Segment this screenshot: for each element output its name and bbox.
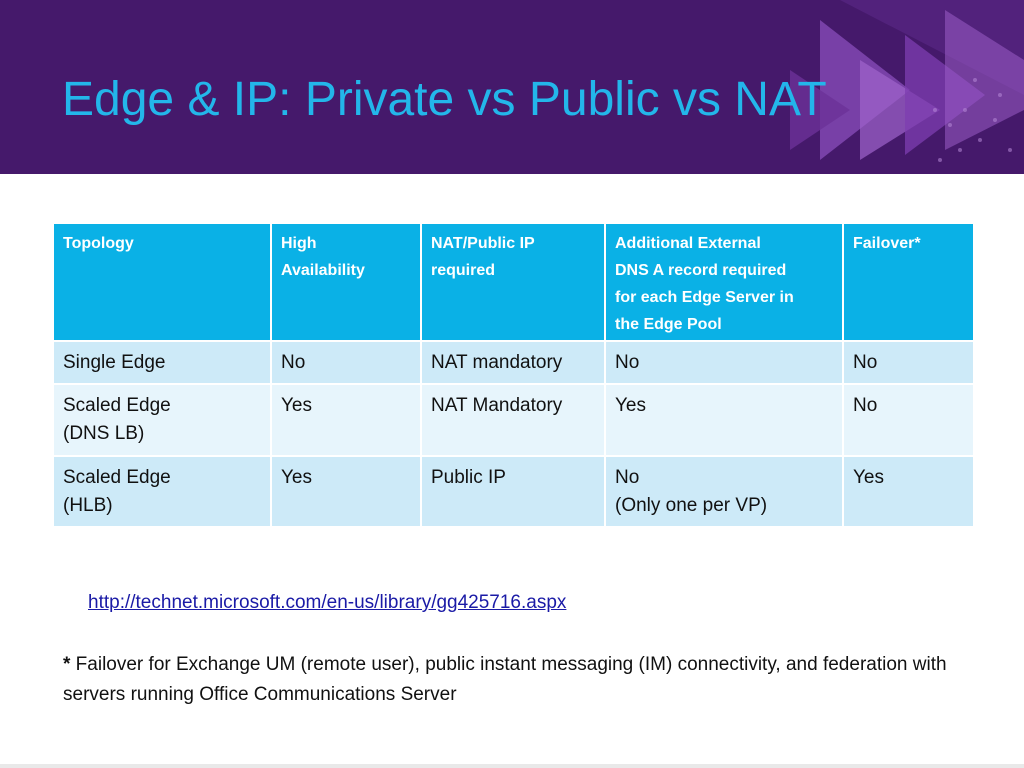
table-header-row: Topology High Availability NAT/Public IP… [52, 222, 975, 342]
table-cell: No [842, 340, 975, 385]
header-dns-a-record: Additional External DNS A record require… [604, 222, 844, 342]
table-cell: Single Edge [52, 340, 272, 385]
table-cell: No [842, 383, 975, 457]
header-high-availability: High Availability [270, 222, 422, 342]
table-cell: NAT mandatory [420, 340, 606, 385]
title-banner: Edge & IP: Private vs Public vs NAT [0, 0, 1024, 174]
slide-title: Edge & IP: Private vs Public vs NAT [62, 73, 827, 126]
table-row: Scaled Edge (HLB) Yes Public IP No (Only… [52, 455, 975, 528]
technet-reference-link[interactable]: http://technet.microsoft.com/en-us/libra… [88, 592, 567, 613]
table-cell: Yes [842, 455, 975, 528]
table-cell: Scaled Edge (DNS LB) [52, 383, 272, 457]
failover-footnote: * Failover for Exchange UM (remote user)… [63, 650, 983, 710]
table-cell: No [604, 340, 844, 385]
topology-table: Topology High Availability NAT/Public IP… [52, 222, 975, 528]
triangle-play-decoration [780, 0, 1024, 162]
table-row: Single Edge No NAT mandatory No No [52, 340, 975, 385]
footnote-marker: * [63, 654, 71, 675]
header-failover: Failover* [842, 222, 975, 342]
bottom-divider [0, 764, 1024, 768]
table-cell: Public IP [420, 455, 606, 528]
table-cell: No (Only one per VP) [604, 455, 844, 528]
table-row: Scaled Edge (DNS LB) Yes NAT Mandatory Y… [52, 383, 975, 457]
header-topology: Topology [52, 222, 272, 342]
header-nat-public-ip: NAT/Public IP required [420, 222, 606, 342]
table-cell: Yes [270, 383, 422, 457]
table-cell: NAT Mandatory [420, 383, 606, 457]
table-cell: Yes [270, 455, 422, 528]
table-cell: No [270, 340, 422, 385]
footnote-text: Failover for Exchange UM (remote user), … [63, 654, 947, 705]
table-cell: Yes [604, 383, 844, 457]
table-cell: Scaled Edge (HLB) [52, 455, 272, 528]
